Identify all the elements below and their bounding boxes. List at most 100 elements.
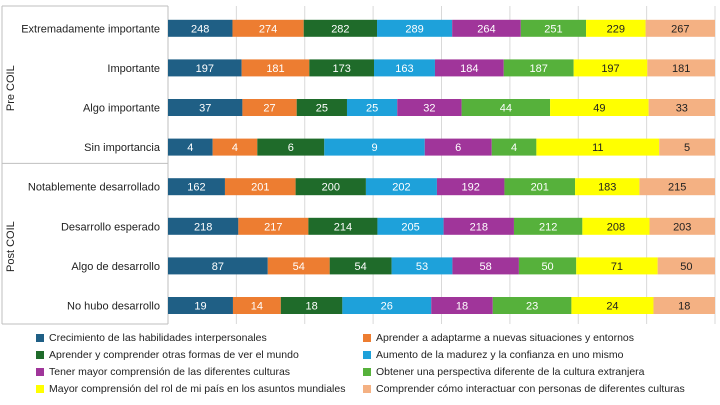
data-label: 11 xyxy=(592,142,603,154)
bar-segment xyxy=(257,138,325,156)
bar-segment xyxy=(377,19,453,37)
category-label: Algo importante xyxy=(83,103,160,115)
bar-segment xyxy=(324,138,425,156)
data-label: 282 xyxy=(331,23,349,35)
bar-segment xyxy=(346,99,398,116)
data-label: 32 xyxy=(423,103,435,115)
data-label: 163 xyxy=(395,63,413,75)
bar-segment xyxy=(513,217,583,235)
bar-segment xyxy=(443,217,514,235)
data-label: 9 xyxy=(371,142,377,154)
data-label: 248 xyxy=(191,23,209,35)
bar-segment xyxy=(431,297,493,314)
bar-segment xyxy=(296,99,347,116)
legend-swatch xyxy=(36,368,44,376)
data-label: 49 xyxy=(593,103,605,115)
bar-segment xyxy=(238,217,309,235)
data-label: 87 xyxy=(212,261,224,273)
bar-segment xyxy=(657,257,715,275)
bar-segment xyxy=(168,217,239,235)
data-label: 203 xyxy=(673,221,691,233)
data-label: 24 xyxy=(606,301,618,313)
data-label: 218 xyxy=(470,221,488,233)
legend-label: Comprender cómo interactuar con personas… xyxy=(376,383,685,395)
legend-label: Tener mayor comprensión de las diferente… xyxy=(49,366,291,378)
data-label: 208 xyxy=(607,221,625,233)
bar-segment xyxy=(308,217,378,235)
bar-segment xyxy=(329,257,392,275)
data-label: 6 xyxy=(455,142,461,154)
category-label: Importante xyxy=(107,63,160,75)
data-label: 58 xyxy=(480,261,492,273)
group-label: Pre COIL xyxy=(5,65,17,111)
data-label: 44 xyxy=(500,103,512,115)
legend-swatch xyxy=(36,351,44,359)
bar-segment xyxy=(397,99,462,116)
data-label: 201 xyxy=(531,182,549,194)
data-label: 54 xyxy=(355,261,367,273)
bar-segment xyxy=(452,19,521,37)
bar-segment xyxy=(342,297,432,314)
category-label: Sin importancia xyxy=(84,142,161,154)
bar-segment xyxy=(518,257,577,275)
bar-segment xyxy=(377,217,444,235)
bar-segment xyxy=(168,257,268,275)
category-label: No hubo desarrollo xyxy=(67,301,160,313)
bar-segment xyxy=(536,138,660,156)
category-label: Desarrollo esperado xyxy=(61,221,160,233)
data-label: 218 xyxy=(194,221,212,233)
legend-item: Aprender y comprender otras formas de ve… xyxy=(36,349,299,361)
bar-segment xyxy=(212,138,258,156)
bar-segment xyxy=(491,138,537,156)
bar-segment xyxy=(461,99,551,116)
data-label: 71 xyxy=(611,261,623,273)
legend-swatch xyxy=(36,334,44,342)
bar-segment xyxy=(224,178,296,196)
legend-swatch xyxy=(363,334,371,342)
data-label: 264 xyxy=(477,23,495,35)
bar-segment xyxy=(586,19,646,37)
bar-segment xyxy=(492,297,572,314)
legend-item: Comprender cómo interactuar con personas… xyxy=(363,383,685,395)
data-label: 217 xyxy=(264,221,282,233)
legend-item: Tener mayor comprensión de las diferente… xyxy=(36,366,290,378)
legend-label: Obtener una perspectiva diferente de la … xyxy=(376,366,645,378)
legend-item: Crecimiento de las habilidades interpers… xyxy=(36,332,267,344)
data-label: 18 xyxy=(678,301,690,313)
data-label: 215 xyxy=(668,182,686,194)
legend-item: Aumento de la madurez y la confianza en … xyxy=(363,349,623,361)
bar-segment xyxy=(168,178,225,196)
bar-segment xyxy=(242,99,297,116)
data-label: 18 xyxy=(305,301,317,313)
bar-segment xyxy=(303,19,378,37)
data-label: 18 xyxy=(456,301,468,313)
bar-segment xyxy=(647,59,715,77)
category-label: Notablemente desarrollado xyxy=(28,182,160,194)
legend-label: Aprender y comprender otras formas de ve… xyxy=(49,349,299,361)
bar-segment xyxy=(295,178,366,196)
category-label: Algo de desarrollo xyxy=(71,261,160,273)
data-label: 181 xyxy=(672,63,690,75)
data-label: 37 xyxy=(199,103,211,115)
bar-segment xyxy=(434,59,504,77)
data-label: 27 xyxy=(263,103,275,115)
data-label: 229 xyxy=(607,23,625,35)
bar-segment xyxy=(168,59,242,77)
bar-segment xyxy=(575,178,640,196)
bar-segment xyxy=(241,59,310,77)
bar-segment xyxy=(648,99,715,116)
bar-segment xyxy=(280,297,343,314)
data-label: 205 xyxy=(401,221,419,233)
data-label: 54 xyxy=(293,261,305,273)
bar-segment xyxy=(573,59,648,77)
data-label: 33 xyxy=(676,103,688,115)
bar-segment xyxy=(659,138,715,156)
data-label: 212 xyxy=(539,221,557,233)
bar-segment xyxy=(168,99,243,116)
data-label: 14 xyxy=(251,301,263,313)
bar-segment xyxy=(576,257,658,275)
bar-segment xyxy=(309,59,375,77)
legend-swatch xyxy=(363,351,371,359)
data-label: 214 xyxy=(334,221,352,233)
